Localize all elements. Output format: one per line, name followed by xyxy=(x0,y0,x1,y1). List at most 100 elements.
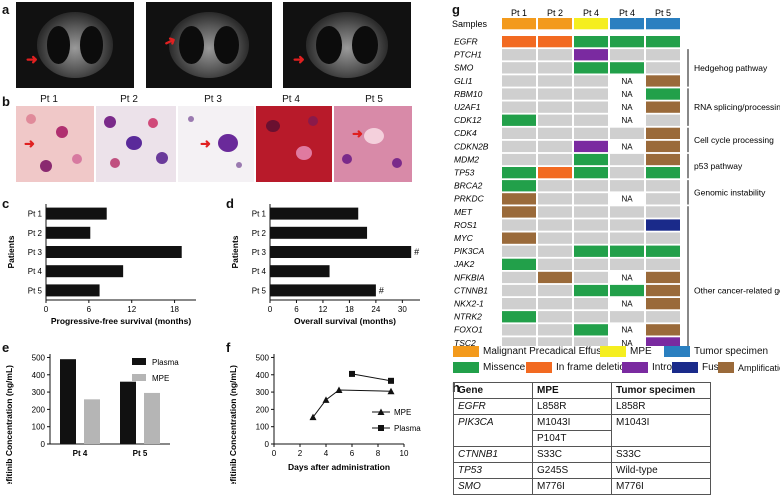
mutation-cell xyxy=(538,232,572,244)
histology-image-pt1: ➜ xyxy=(16,106,94,182)
mutation-cell xyxy=(502,337,536,346)
mutation-cell xyxy=(502,49,536,61)
table-cell-tumor: M1043I xyxy=(611,414,711,431)
table-header: MPE xyxy=(532,382,612,399)
data-point xyxy=(309,413,317,421)
mutation-cell xyxy=(574,101,608,113)
ct-scan-3: ➜ xyxy=(283,2,411,88)
y-tick-label: Pt 3 xyxy=(252,248,267,257)
bar xyxy=(46,246,182,258)
mutation-cell xyxy=(646,114,680,126)
legend-marker xyxy=(378,425,384,431)
mutation-cell xyxy=(574,127,608,139)
legend-text: Amplification xyxy=(738,362,780,373)
mutation-cell xyxy=(574,284,608,297)
mutation-cell xyxy=(646,206,680,218)
y-tick-label: 200 xyxy=(256,405,270,414)
legend-swatch xyxy=(453,346,479,357)
mutation-cell xyxy=(538,298,572,310)
mutation-cell xyxy=(646,153,680,166)
na-label: NA xyxy=(621,103,633,112)
table-cell-mpe: P104T xyxy=(532,430,612,447)
mutation-cell xyxy=(574,337,608,346)
bar xyxy=(270,226,368,239)
na-label: NA xyxy=(621,195,633,204)
table-cell-gene xyxy=(453,430,533,447)
data-point xyxy=(335,386,343,393)
mutation-cell xyxy=(538,258,572,270)
histology-label-pt3: Pt 3 xyxy=(204,94,222,105)
x-axis-label: Days after administration xyxy=(288,462,390,472)
histology-image-pt2 xyxy=(96,106,176,182)
mutation-cell xyxy=(538,49,572,61)
mutation-cell xyxy=(502,193,536,205)
chart-os: Pt 1 Pt 2 Pt 3 # Pt 4 Pt 5 #0 6 12 18 24 30Overall … xyxy=(230,204,420,326)
y-tick-label: Pt 1 xyxy=(28,210,43,219)
table-cell-mpe: L858R xyxy=(532,398,612,415)
bar xyxy=(270,265,330,278)
mutation-cell xyxy=(574,298,608,310)
na-label: NA xyxy=(621,142,633,151)
mutation-cell xyxy=(646,311,680,323)
legend-fusion: Fusion xyxy=(672,362,732,373)
legend-label: MPE xyxy=(394,408,411,417)
mutation-cell xyxy=(538,219,572,231)
legend-label: MPE xyxy=(152,374,169,383)
mutation-cell xyxy=(610,153,644,166)
legend-swatch xyxy=(664,346,690,357)
mutation-cell xyxy=(502,101,536,113)
sample-type-cell xyxy=(538,18,572,30)
mutation-cell xyxy=(610,180,644,192)
legend-label: Plasma xyxy=(394,424,421,433)
ct-scan-2: ➜ xyxy=(146,2,272,88)
gene-label: PTCH1 xyxy=(454,50,482,60)
mutation-cell xyxy=(646,127,680,139)
panel-label-f: f xyxy=(226,340,231,355)
y-axis-label: Gefitinib Concentration (ng/mL) xyxy=(228,365,238,484)
table-cell-tumor: S33C xyxy=(611,446,711,463)
mutation-cell xyxy=(610,206,644,218)
x-tick-label: 6 xyxy=(87,305,92,314)
table-cell-gene: PIK3CA xyxy=(453,414,533,431)
gene-label: PIK3CA xyxy=(454,246,485,256)
mutation-cell xyxy=(574,206,608,218)
histology-arrow-icon: ➜ xyxy=(200,136,211,151)
na-label: NA xyxy=(621,90,633,99)
gene-label: TSC2 xyxy=(454,338,476,346)
y-tick-label: Pt 2 xyxy=(252,229,267,238)
mutation-cell xyxy=(574,311,608,323)
x-tick-label: 4 xyxy=(324,449,329,458)
gene-label: CDK4 xyxy=(454,128,477,138)
mutation-cell xyxy=(538,193,572,205)
ct-arrow-icon: ➜ xyxy=(26,51,38,67)
gene-label: MYC xyxy=(454,233,474,243)
legend-swatch xyxy=(132,358,146,365)
group-label: Cell cycle processing xyxy=(694,135,774,145)
mutation-cell xyxy=(538,284,572,297)
y-tick-label: 0 xyxy=(265,440,270,449)
mutation-cell xyxy=(574,180,608,192)
legend-text: Fusion xyxy=(702,362,733,373)
mutation-cell xyxy=(538,337,572,346)
mutation-cell xyxy=(646,140,680,153)
mutation-cell xyxy=(502,36,536,48)
y-tick-label: 500 xyxy=(32,353,46,362)
legend-swatch xyxy=(600,346,626,357)
legend-mpe: MPE xyxy=(600,346,652,357)
y-tick-label: 100 xyxy=(32,423,46,432)
mutation-cell xyxy=(646,193,680,205)
gene-label: FOXO1 xyxy=(454,325,483,335)
legend-text: Malignant Precadical Effusion xyxy=(483,346,615,357)
na-label: NA xyxy=(621,273,633,282)
x-tick-label: 12 xyxy=(318,305,327,314)
bar xyxy=(84,399,100,444)
sample-type-cell xyxy=(610,18,644,30)
panel-label-g: g xyxy=(452,2,460,17)
ct-scan-1: ➜ xyxy=(16,2,134,88)
table-header-row: Gene MPE Tumor specimen xyxy=(453,382,711,399)
gene-label: MDM2 xyxy=(454,154,479,164)
mutation-cell xyxy=(610,245,644,257)
table-cell-tumor: L858R xyxy=(611,398,711,415)
gene-label: ROS1 xyxy=(454,220,477,230)
mutation-cell xyxy=(502,245,536,257)
